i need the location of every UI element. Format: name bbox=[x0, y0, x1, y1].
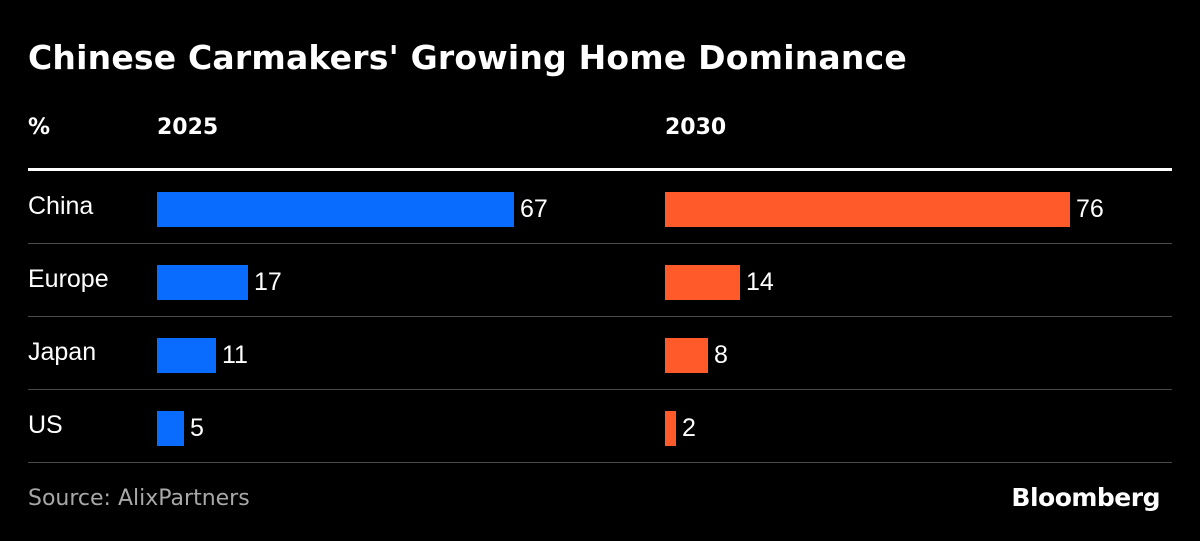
category-label: Europe bbox=[28, 265, 109, 293]
bar-2025-japan bbox=[157, 338, 216, 373]
bloomberg-logo: Bloomberg bbox=[1011, 483, 1160, 512]
series-header-2030: 2030 bbox=[665, 115, 727, 140]
category-label: US bbox=[28, 411, 63, 439]
row-divider bbox=[28, 462, 1172, 463]
row-divider bbox=[28, 243, 1172, 244]
bar-2030-japan bbox=[665, 338, 708, 373]
chart-row-china: China 67 76 bbox=[28, 171, 1172, 244]
data-label-2025: 67 bbox=[520, 195, 548, 223]
data-label-2030: 76 bbox=[1076, 195, 1104, 223]
category-label: Japan bbox=[28, 338, 97, 366]
bar-2030-china bbox=[665, 192, 1070, 227]
bar-2025-china bbox=[157, 192, 514, 227]
chart-row-europe: Europe 17 14 bbox=[28, 244, 1172, 317]
data-label-2025: 11 bbox=[222, 341, 248, 369]
category-label: China bbox=[28, 192, 94, 220]
unit-label: % bbox=[28, 115, 51, 140]
chart-row-japan: Japan 11 8 bbox=[28, 317, 1172, 390]
data-label-2030: 14 bbox=[746, 268, 774, 296]
source-note: Source: AlixPartners bbox=[28, 486, 250, 511]
bar-2030-us bbox=[665, 411, 676, 446]
bar-2025-europe bbox=[157, 265, 248, 300]
header-rule bbox=[28, 168, 1172, 171]
row-divider bbox=[28, 316, 1172, 317]
chart-title: Chinese Carmakers' Growing Home Dominanc… bbox=[28, 38, 907, 77]
chart-row-us: US 5 2 bbox=[28, 390, 1172, 463]
bar-2025-us bbox=[157, 411, 184, 446]
data-label-2025: 17 bbox=[254, 268, 282, 296]
data-label-2030: 2 bbox=[682, 414, 696, 442]
data-label-2025: 5 bbox=[190, 414, 204, 442]
row-divider bbox=[28, 389, 1172, 390]
bar-2030-europe bbox=[665, 265, 740, 300]
series-header-2025: 2025 bbox=[157, 115, 219, 140]
data-label-2030: 8 bbox=[714, 341, 728, 369]
